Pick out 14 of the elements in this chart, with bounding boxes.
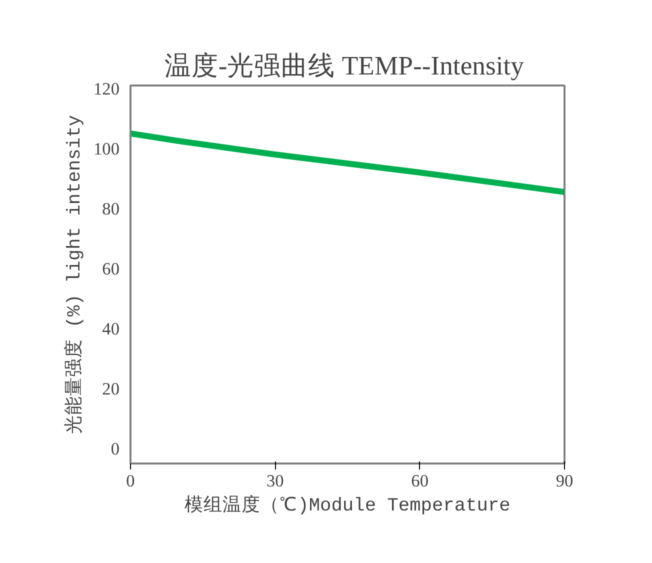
y-tick-label: 20 [102, 380, 120, 398]
y-tick-label: 120 [94, 80, 120, 98]
chart-title: 温度-光强曲线 TEMP--Intensity [164, 50, 525, 80]
x-tick-label: 30 [266, 472, 284, 490]
y-tick-label: 0 [110, 440, 120, 458]
x-axis-title: 模组温度（℃)Module Temperature [184, 494, 510, 516]
x-tick-label: 0 [126, 472, 135, 490]
y-tick-label: 100 [94, 140, 120, 158]
y-axis-title: 光能量强度 (%) light intensity [62, 115, 86, 434]
y-tick-label: 60 [102, 260, 120, 278]
y-tick-label: 40 [102, 320, 120, 338]
y-tick-label: 80 [102, 200, 120, 218]
x-tick-label: 90 [556, 472, 574, 490]
x-tick-label: 60 [411, 472, 428, 490]
